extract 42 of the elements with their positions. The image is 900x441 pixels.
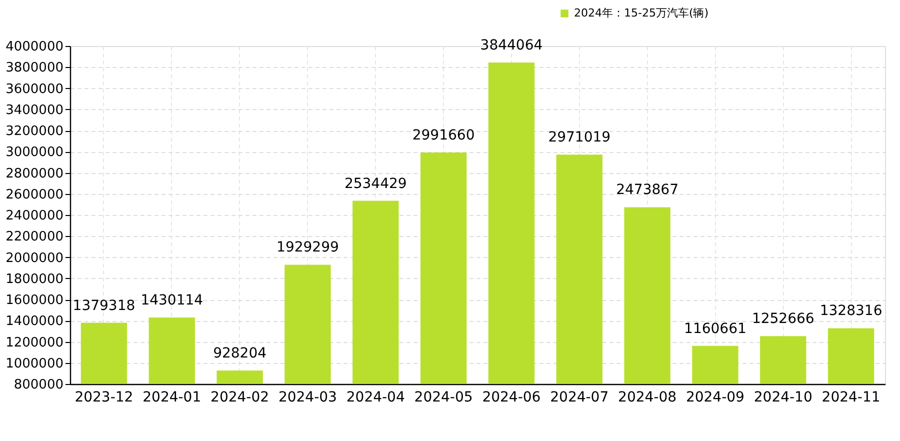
y-tick-label: 1200000 [6,335,64,350]
x-tick-label: 2024-07 [550,390,609,406]
y-tick-label: 3000000 [6,145,64,160]
y-tick-label: 3600000 [6,82,64,97]
x-tick-label: 2024-06 [482,390,541,406]
data-label: 1160661 [684,320,746,337]
data-label: 2473867 [616,182,678,198]
y-tick-label: 2400000 [6,208,64,224]
x-tick-label: 2024-02 [210,390,270,406]
x-tick-label: 2024-08 [618,390,677,406]
x-tick-label: 2023-12 [74,390,134,406]
y-tick-label: 1800000 [6,272,64,287]
data-label: 1328316 [820,303,882,320]
data-label: 1252666 [752,311,814,328]
y-tick-label: 2800000 [6,166,64,182]
y-tick-label: 1000000 [6,356,64,372]
data-label: 1430114 [140,292,204,308]
y-tick-label: 800000 [14,378,64,392]
y-tick-label: 2000000 [6,250,64,266]
y-tick-label: 3400000 [6,102,64,118]
y-tick-label: 2200000 [6,230,64,245]
x-tick-label: 2024-01 [142,390,202,406]
data-label: 2991660 [412,128,475,144]
data-label: 2971019 [548,130,611,146]
x-tick-label: 2024-04 [346,390,405,406]
y-tick-label: 3200000 [6,124,64,139]
x-tick-label: 2024-11 [822,390,880,406]
y-tick-label: 1600000 [6,293,64,308]
data-label: 1379318 [72,298,136,314]
x-tick-label: 2024-09 [686,390,744,406]
y-tick-label: 4000000 [6,40,64,54]
y-tick-label: 2600000 [6,187,64,202]
data-label: 2534429 [344,176,407,192]
x-tick-label: 2024-10 [754,390,812,406]
y-tick-label: 3800000 [6,60,64,76]
data-label: 1929299 [276,240,339,256]
x-tick-label: 2024-03 [278,390,337,406]
data-label: 928204 [213,345,267,362]
x-tick-label: 2024-05 [414,390,473,406]
y-tick-label: 1400000 [6,314,64,330]
data-label: 3844064 [480,37,543,54]
legend-label: 2024年：15-25万汽车(辆) [574,6,709,20]
